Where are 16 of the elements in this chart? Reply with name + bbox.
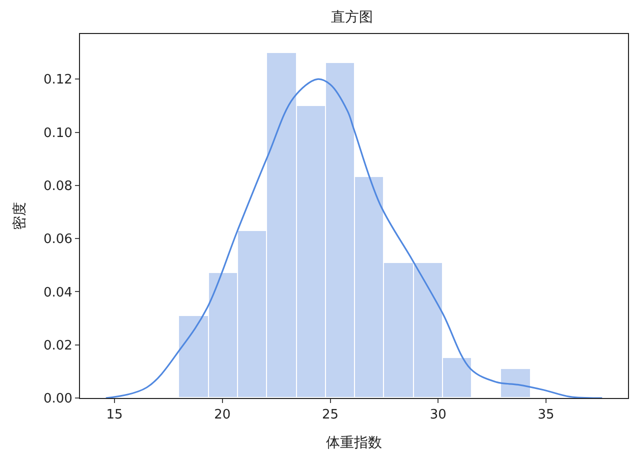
y-tick-label: 0.02 bbox=[43, 338, 72, 354]
y-tick-label: 0.06 bbox=[43, 232, 72, 248]
x-tick-label: 25 bbox=[322, 408, 339, 423]
y-tick-label: 0.10 bbox=[43, 126, 72, 141]
x-axis-title: 体重指数 bbox=[326, 434, 382, 451]
y-tick-label: 0.08 bbox=[43, 179, 72, 194]
x-tick-label: 20 bbox=[214, 408, 231, 423]
x-tick-label: 15 bbox=[106, 408, 123, 423]
chart-title: 直方图 bbox=[331, 9, 373, 26]
x-tick-label: 35 bbox=[538, 408, 554, 423]
y-axis-title: 密度 bbox=[12, 202, 28, 230]
y-tick-label: 0.12 bbox=[43, 72, 72, 88]
y-tick-label: 0.04 bbox=[43, 285, 72, 300]
y-tick-label: 0.00 bbox=[43, 392, 72, 407]
x-tick-label: 30 bbox=[430, 408, 446, 423]
line-series bbox=[105, 78, 603, 398]
